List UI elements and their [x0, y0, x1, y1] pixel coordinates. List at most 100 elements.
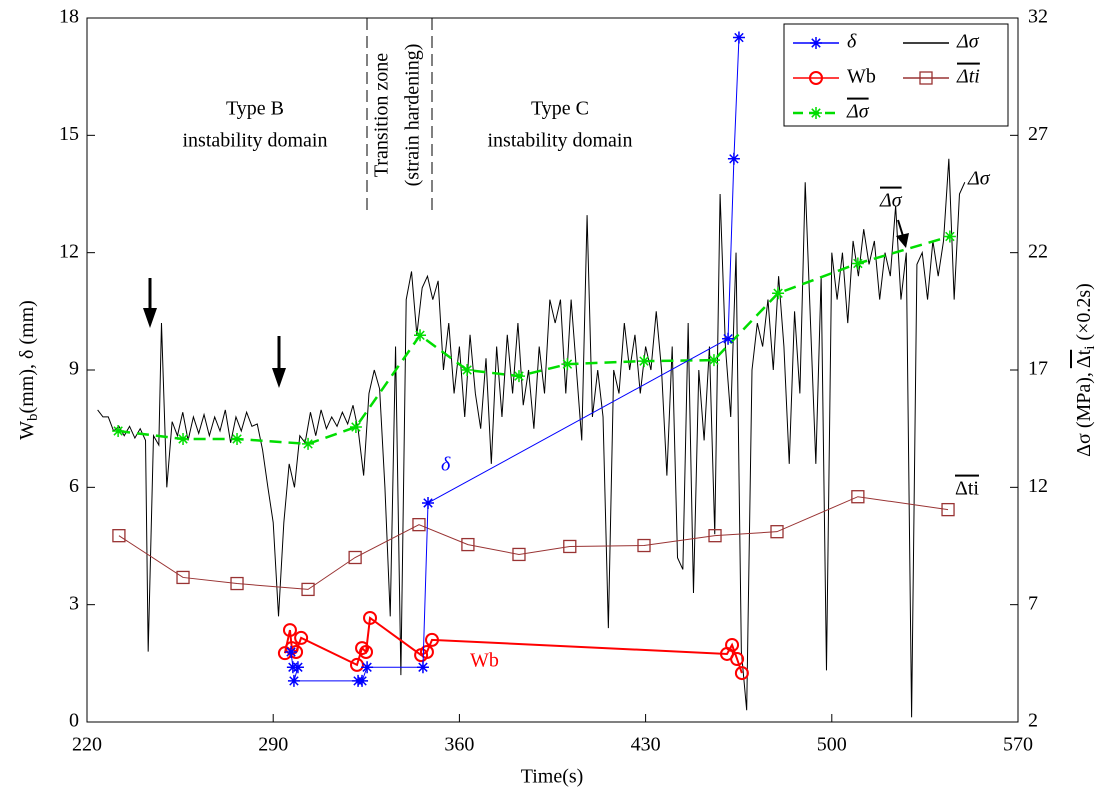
marker [708, 529, 722, 543]
series-line [283, 616, 743, 674]
marker [361, 661, 374, 674]
marker [810, 107, 822, 119]
marker [285, 645, 298, 658]
y-tick-label: 9 [69, 358, 79, 380]
marker [563, 539, 577, 554]
marker [302, 437, 315, 450]
x-tick-label: 430 [631, 734, 661, 756]
marker [809, 71, 823, 85]
y2-tick-label: 17 [1028, 358, 1048, 380]
marker [419, 644, 434, 659]
series-line [117, 235, 951, 446]
x-axis-label: Time(s) [521, 766, 584, 788]
marker [734, 666, 749, 681]
marker [851, 257, 864, 270]
marker [561, 358, 574, 371]
marker [943, 230, 956, 243]
marker [294, 630, 309, 645]
marker [732, 31, 745, 44]
marker [359, 644, 374, 659]
legend-label: Wb [847, 66, 876, 88]
y2-tick-label: 27 [1028, 123, 1048, 145]
arrow-head [143, 308, 157, 328]
y2-label-part: Δt [1073, 349, 1095, 368]
legend-item: Δti [903, 66, 980, 88]
legend-item: Wb [793, 66, 876, 88]
x-tick-label: 290 [258, 734, 288, 756]
arrow-head [272, 368, 286, 388]
series-label: δ [441, 454, 451, 476]
annotation: instability domain [488, 130, 633, 152]
marker [176, 570, 190, 585]
y-label-part: b [25, 413, 41, 421]
marker [355, 641, 370, 656]
marker [851, 490, 865, 504]
y2-label-part: Δσ (MPa), [1073, 368, 1095, 457]
legend-label: δ [847, 31, 857, 53]
y2-tick-label: 2 [1028, 710, 1038, 732]
y2-tick-label: 7 [1028, 592, 1038, 614]
y-tick-label: 18 [59, 6, 79, 28]
annotation: Type C [531, 98, 589, 120]
marker [730, 652, 745, 667]
marker [348, 550, 362, 565]
marker [112, 529, 126, 543]
series-label: Δσ [967, 168, 991, 190]
y-tick-label: 15 [59, 123, 79, 145]
marker [512, 370, 525, 383]
series-line [118, 496, 949, 590]
y2-tick-label: 12 [1028, 475, 1048, 497]
marker [725, 637, 740, 652]
marker [287, 674, 300, 687]
marker [349, 657, 364, 672]
marker [512, 547, 526, 562]
x-tick-label: 220 [72, 734, 102, 756]
marker [284, 641, 299, 656]
y-tick-label: 12 [59, 240, 79, 262]
marker [422, 496, 435, 509]
marker [461, 537, 475, 552]
marker [291, 661, 304, 674]
marker [231, 432, 244, 445]
y-axis-label: Wb(mm), δ (mm) [16, 300, 42, 440]
y2-axis-label: Δσ (MPa), Δti (×0.2s) [1073, 283, 1099, 457]
annotation: (strain hardening) [402, 44, 424, 187]
x-tick-label: 360 [444, 734, 474, 756]
legend-item: Δσ [793, 101, 870, 123]
marker [177, 432, 190, 445]
x-tick-label: 500 [817, 734, 847, 756]
x-tick-label: 570 [1003, 734, 1033, 756]
legend-item: Δσ [903, 31, 980, 53]
y2-label-part: i [1082, 346, 1098, 350]
marker [230, 576, 244, 591]
marker [727, 152, 740, 165]
y-label-part: W [16, 421, 38, 440]
marker [301, 582, 315, 597]
y2-tick-label: 22 [1028, 240, 1048, 262]
marker [770, 525, 784, 539]
marker [282, 623, 297, 638]
y-tick-label: 6 [69, 475, 79, 497]
y-tick-label: 3 [69, 592, 79, 614]
marker [412, 517, 426, 532]
y2-label-part: (×0.2s) [1073, 283, 1095, 345]
marker [810, 37, 822, 49]
marker [425, 632, 440, 647]
marker [941, 502, 955, 517]
arrow [897, 219, 904, 237]
legend-label: Δσ [846, 101, 870, 123]
legend-item: δ [793, 31, 857, 53]
y-label-part: (mm), δ (mm) [16, 300, 38, 413]
marker [461, 364, 474, 376]
series-line [97, 158, 966, 718]
marker [112, 425, 125, 438]
series-label: Wb [470, 650, 499, 672]
annotation: Transition zone [371, 53, 393, 177]
legend-label: Δσ [956, 31, 980, 53]
marker [638, 355, 651, 368]
legend-label: Δti [956, 66, 980, 88]
marker [356, 674, 369, 687]
marker [363, 610, 378, 625]
arrow-head [896, 233, 909, 248]
